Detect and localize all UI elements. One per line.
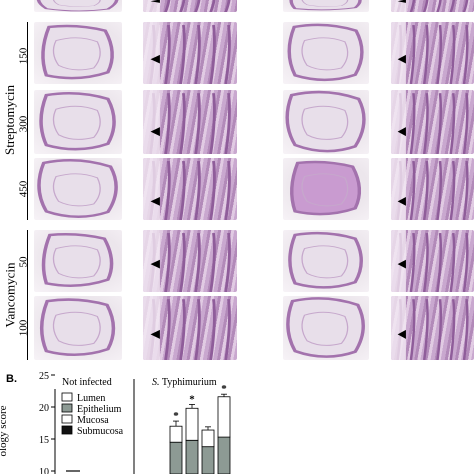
y-tick-group: 10 15 20 25 [39, 371, 55, 474]
y-tick-label: 10 [39, 467, 49, 474]
legend-swatch [61, 414, 73, 424]
bar-lumen-segment [169, 425, 183, 443]
y-tick-label: 25 [39, 371, 49, 382]
dose-label-100: 100 [17, 319, 29, 337]
histology-image [283, 0, 369, 12]
histology-image [391, 90, 474, 154]
histology-image [391, 296, 474, 360]
bar-epithelium-segment [185, 439, 199, 474]
bar-epithelium-segment [217, 436, 231, 474]
significance-marker: * [173, 410, 179, 422]
dose-label-300: 300 [17, 115, 29, 133]
bar-group: * * * [66, 383, 231, 474]
histology-image [283, 296, 369, 360]
legend-swatch [61, 392, 73, 402]
legend-swatch [61, 425, 73, 435]
histology-image [283, 22, 369, 84]
histology-image [34, 230, 122, 292]
histology-image [391, 230, 474, 292]
histology-image [34, 158, 122, 220]
histology-image [143, 22, 237, 84]
legend-entry: Epithelium [77, 404, 122, 415]
legend-entry: Mucosa [77, 415, 109, 426]
histology-image [283, 230, 369, 292]
bar-lumen-segment [185, 407, 199, 441]
legend-entry: Submucosa [77, 426, 124, 437]
dose-label-50: 50 [17, 256, 29, 268]
histology-image [34, 22, 122, 84]
dose-label-150: 150 [17, 47, 29, 65]
significance-marker: * [221, 383, 227, 395]
bar-epithelium-segment [169, 441, 183, 474]
y-tick-label: 20 [39, 403, 49, 414]
bar-epithelium-segment [201, 446, 215, 474]
bar-lumen-segment [217, 396, 231, 438]
histology-image [283, 90, 369, 154]
histology-image [143, 90, 237, 154]
panel-b-label: B. [6, 373, 17, 385]
histology-image [34, 0, 122, 12]
header-not-infected: Not infected [62, 377, 112, 388]
histology-image [34, 90, 122, 154]
dose-label-450: 450 [17, 180, 29, 198]
histology-image [391, 0, 474, 12]
histology-image [143, 230, 237, 292]
histology-image [391, 158, 474, 220]
histology-image [34, 296, 122, 360]
streptomycin-group-bracket [27, 22, 28, 220]
vancomycin-group-bracket [27, 230, 28, 360]
histology-image [283, 158, 369, 220]
header-s-typhimurium: S. Typhimurium [152, 377, 217, 388]
histology-image [143, 0, 237, 12]
legend-entry: Lumen [77, 393, 105, 404]
histology-image [143, 158, 237, 220]
y-axis-label: ology score [0, 405, 9, 456]
bar-lumen-segment [201, 429, 215, 448]
histology-image [391, 22, 474, 84]
histology-panel-a: Streptomycin 150 300 450 Vancomycin 50 1… [2, 0, 474, 360]
legend-swatch [61, 403, 73, 413]
histopathology-score-chart: ology score 10 15 20 25 LumenEpitheliumMuco… [0, 371, 231, 474]
y-tick-label: 15 [39, 435, 49, 446]
histology-image [143, 296, 237, 360]
significance-marker: * [189, 393, 195, 405]
